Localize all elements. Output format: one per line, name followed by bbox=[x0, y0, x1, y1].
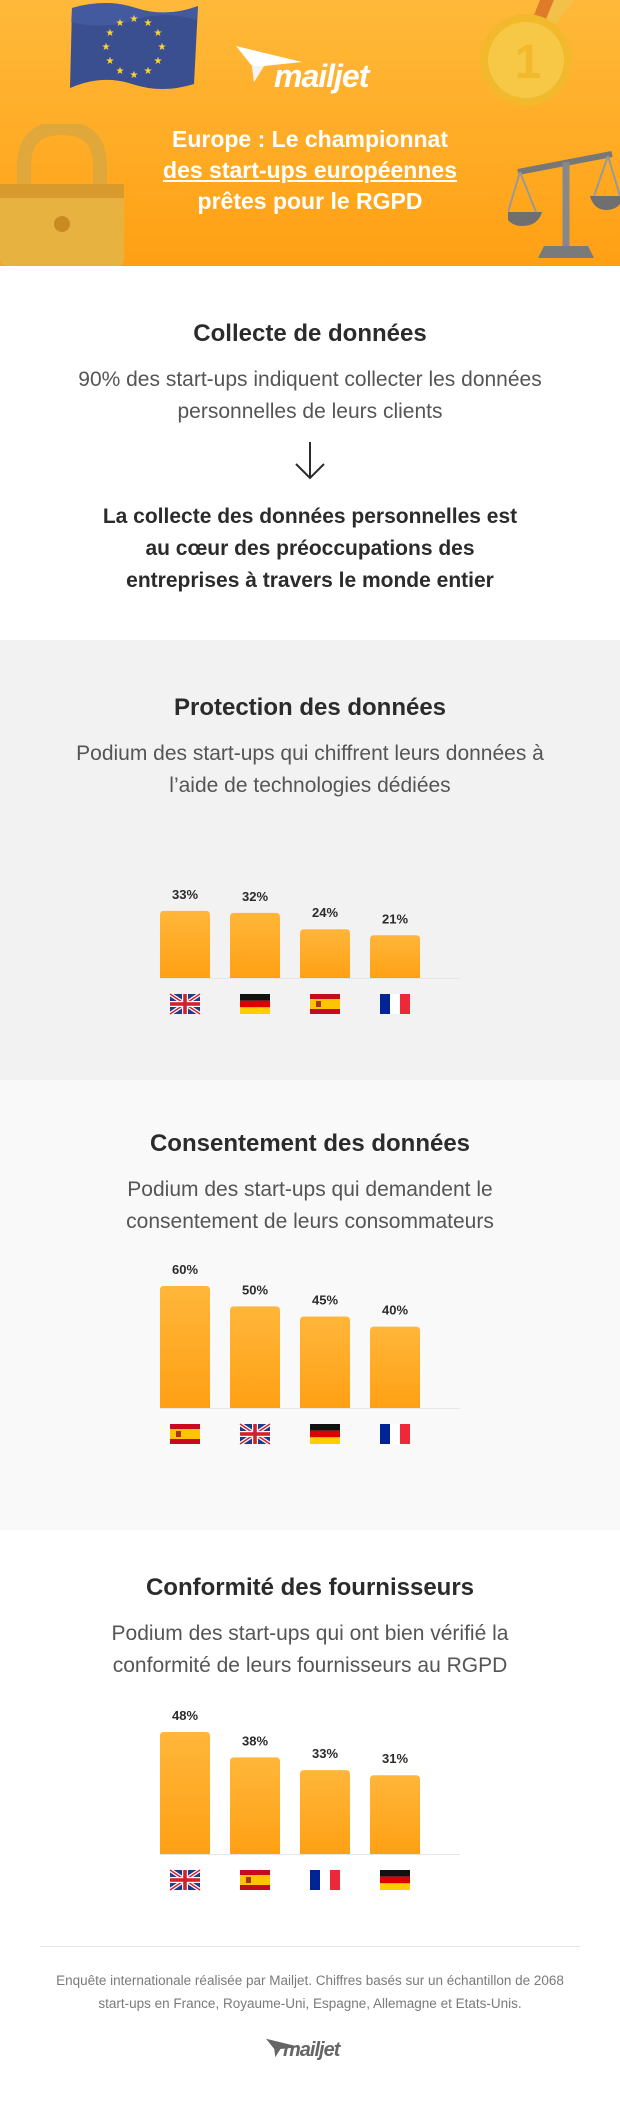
arrow-down-icon bbox=[295, 442, 325, 480]
bar-de bbox=[230, 912, 280, 978]
eu-flag-icon: ★ ★★ ★★★ ★★★ ★★★ bbox=[70, 3, 198, 89]
svg-text:★: ★ bbox=[144, 18, 153, 29]
page-title: Europe : Le championnat des start-ups eu… bbox=[0, 124, 620, 217]
svg-text:★: ★ bbox=[144, 66, 153, 77]
bar-de bbox=[370, 1775, 420, 1854]
footer-mailjet-logo: mailjet bbox=[265, 2033, 355, 2073]
value-label-de: 31% bbox=[382, 1751, 408, 1766]
bar-de bbox=[300, 1316, 350, 1408]
uk-flag-icon bbox=[238, 1422, 272, 1446]
paper-plane-icon bbox=[266, 2038, 300, 2058]
value-label-uk: 50% bbox=[242, 1282, 268, 1297]
france-flag-icon bbox=[380, 1424, 410, 1444]
value-label-fr: 33% bbox=[312, 1746, 338, 1761]
paper-plane-icon bbox=[236, 46, 302, 82]
mailjet-logo: mailjet bbox=[234, 40, 394, 100]
collecte-subtitle: 90% des start-ups indiquent collecter le… bbox=[78, 368, 542, 423]
protection-title: Protection des données bbox=[173, 694, 447, 721]
svg-text:1: 1 bbox=[515, 36, 542, 89]
conformite-title: Conformité des fournisseurs bbox=[145, 1574, 475, 1601]
value-label-es: 38% bbox=[242, 1733, 268, 1748]
value-label-fr: 21% bbox=[382, 911, 408, 926]
bar-uk bbox=[160, 1732, 210, 1854]
svg-text:★: ★ bbox=[154, 28, 163, 39]
germany-flag-icon bbox=[240, 994, 270, 1014]
padlock-icon bbox=[0, 124, 124, 266]
value-label-uk: 48% bbox=[172, 1708, 198, 1723]
svg-text:★: ★ bbox=[158, 42, 167, 53]
section-protection: Protection des données Podium des start-… bbox=[0, 640, 620, 1080]
brand-name: mailjet bbox=[274, 58, 369, 94]
protection-bar-chart: 33% 32% 24% 21% bbox=[160, 887, 460, 1016]
title-line-3: prêtes pour le RGPD bbox=[197, 188, 423, 214]
svg-text:★: ★ bbox=[106, 56, 115, 67]
svg-text:★: ★ bbox=[116, 18, 125, 29]
section-consentement: Consentement des données Podium des star… bbox=[0, 1080, 620, 1530]
bar-fr bbox=[300, 1770, 350, 1854]
section-collecte: Collecte de données 90% des start-ups in… bbox=[0, 266, 620, 640]
bar-es bbox=[230, 1757, 280, 1854]
value-label-de: 32% bbox=[242, 889, 268, 904]
bar-fr bbox=[370, 935, 420, 978]
protection-subtitle: Podium des start-ups qui chiffrent leurs… bbox=[76, 742, 544, 797]
bar-uk bbox=[160, 910, 210, 978]
bar-es bbox=[160, 1286, 210, 1408]
collecte-conclusion: La collecte des données personnelles est… bbox=[102, 505, 518, 592]
title-line-1: Europe : Le championnat bbox=[171, 126, 449, 152]
bar-uk bbox=[230, 1306, 280, 1408]
section-conformite: Conformité des fournisseurs Podium des s… bbox=[0, 1530, 620, 2096]
svg-text:★: ★ bbox=[116, 66, 125, 77]
gold-medal-icon: 1 bbox=[480, 0, 574, 106]
germany-flag-icon bbox=[310, 1424, 340, 1444]
conformite-bar-chart: 48% 38% 33% 31% bbox=[160, 1708, 460, 1892]
france-flag-icon bbox=[310, 1870, 340, 1890]
value-label-de: 45% bbox=[312, 1293, 338, 1308]
svg-text:★: ★ bbox=[130, 70, 139, 81]
spain-flag-icon bbox=[310, 994, 340, 1014]
scales-icon bbox=[508, 151, 620, 258]
bar-fr bbox=[370, 1326, 420, 1408]
uk-flag-icon bbox=[168, 1868, 202, 1892]
svg-text:★: ★ bbox=[106, 28, 115, 39]
value-label-uk: 33% bbox=[172, 887, 198, 902]
spain-flag-icon bbox=[170, 1424, 200, 1444]
bar-es bbox=[300, 929, 350, 978]
title-line-2: des start-ups européennes bbox=[163, 157, 457, 183]
value-label-es: 24% bbox=[312, 905, 338, 920]
header-banner: ★ ★ ★ ★ ★ ★ ★ ★ ★ ★ ★ ★ 1 mailjet bbox=[0, 0, 620, 266]
spain-flag-icon bbox=[240, 1870, 270, 1890]
uk-flag-icon bbox=[168, 992, 202, 1016]
value-label-es: 60% bbox=[172, 1262, 198, 1277]
svg-text:★: ★ bbox=[130, 14, 139, 25]
france-flag-icon bbox=[380, 994, 410, 1014]
value-label-fr: 40% bbox=[382, 1303, 408, 1318]
collecte-title: Collecte de données bbox=[193, 320, 427, 347]
svg-text:★: ★ bbox=[102, 42, 111, 53]
consentement-title: Consentement des données bbox=[149, 1130, 471, 1157]
footer-note: Enquête internationale réalisée par Mail… bbox=[56, 1973, 564, 2011]
consentement-subtitle: Podium des start-ups qui demandent le co… bbox=[126, 1178, 494, 1233]
germany-flag-icon bbox=[380, 1870, 410, 1890]
footer-brand-name: mailjet bbox=[283, 2039, 340, 2061]
conformite-subtitle: Podium des start-ups qui ont bien vérifi… bbox=[111, 1622, 509, 1677]
svg-text:★: ★ bbox=[154, 56, 163, 67]
consentement-bar-chart: 60% 50% 45% 40% bbox=[160, 1262, 460, 1446]
footer-divider bbox=[40, 1946, 580, 1947]
